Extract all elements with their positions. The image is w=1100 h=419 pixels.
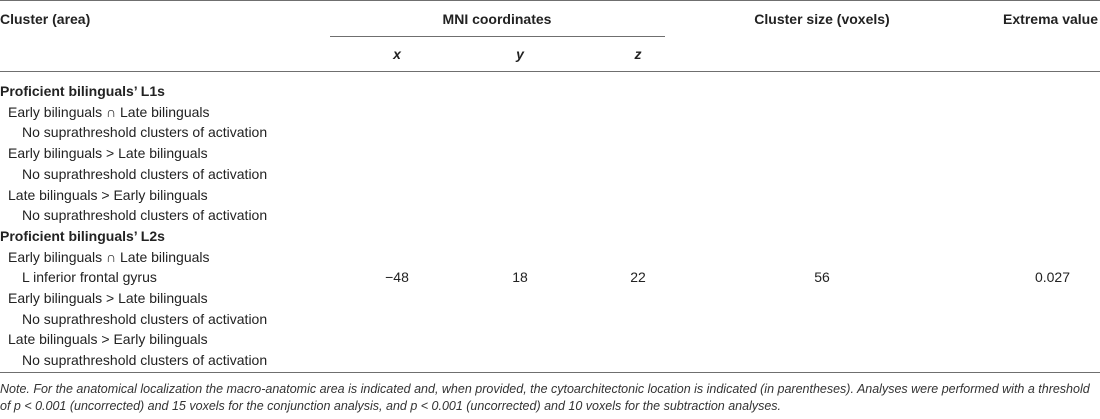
cell-z: 22 [630, 269, 646, 286]
cell-extrema-value: 0.027 [1034, 269, 1070, 286]
table-row-label: No suprathreshold clusters of activation [22, 165, 268, 182]
col-header-extrema: Extrema value [1003, 11, 1098, 27]
section-heading: Proficient bilinguals’ L1s [0, 83, 165, 99]
section-heading: Proficient bilinguals’ L2s [0, 227, 165, 244]
table-row-label: L inferior frontal gyrus [22, 269, 157, 286]
table-row-label: Early bilinguals > Late bilinguals [8, 290, 208, 306]
table-row-label: Late bilinguals > Early bilinguals [8, 331, 208, 348]
mni-underline [330, 36, 665, 37]
table-row-label: No suprathreshold clusters of activation [22, 310, 268, 327]
col-header-size: Cluster size (voxels) [754, 11, 890, 27]
col-header-z: z [634, 46, 642, 62]
col-header-cluster: Cluster (area) [0, 11, 91, 27]
table-row-label: Early bilinguals ∩ Late bilinguals [8, 103, 210, 120]
cell-x: −48 [385, 269, 409, 286]
table-row-label: Late bilinguals > Early bilinguals [8, 186, 208, 203]
table-row-label: No suprathreshold clusters of activation [22, 352, 268, 369]
top-rule [0, 0, 1100, 1]
table-row-label: No suprathreshold clusters of activation [22, 124, 268, 141]
table-row-label: Early bilinguals > Late bilinguals [8, 145, 208, 162]
table-row-label: Early bilinguals ∩ Late bilinguals [8, 248, 210, 265]
cell-y: 18 [512, 269, 528, 286]
header-bottom-rule [0, 71, 1100, 72]
table-note: Note. For the anatomical localization th… [0, 382, 1090, 413]
col-header-x: x [393, 46, 401, 62]
cell-cluster-size: 56 [814, 269, 830, 286]
table-bottom-rule [0, 372, 1100, 373]
table-row-label: No suprathreshold clusters of activation [22, 207, 268, 224]
col-header-mni: MNI coordinates [442, 11, 552, 27]
col-header-y: y [516, 46, 524, 62]
